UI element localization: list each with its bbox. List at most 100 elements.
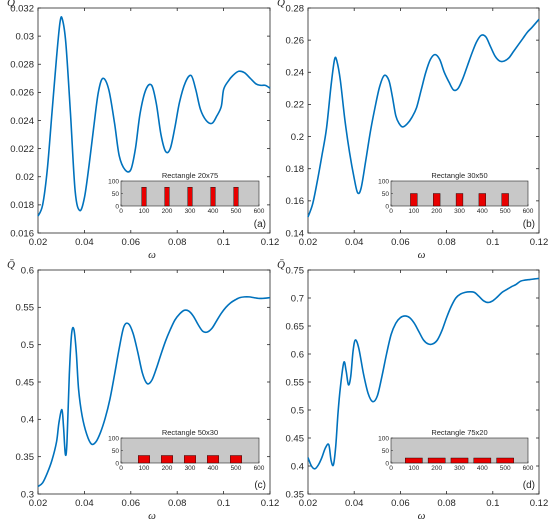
y-tick-label: 0.55 [16,303,35,314]
y-tick-label: 0.24 [286,68,305,79]
inset-x-tick-label: 0 [119,465,123,472]
inset-obstacle [230,455,242,464]
inset-y-tick-label: 100 [378,178,389,185]
inset-obstacle [455,193,464,207]
inset-obstacle [210,187,216,207]
x-tick-label: 0.08 [168,498,187,509]
inset-y-tick-label: 0 [385,460,389,467]
y-tick-label: 0.4 [291,461,304,472]
y-tick-label: 0.022 [10,144,34,155]
y-tick-label: 0.03 [16,31,35,42]
inset-x-tick-label: 100 [408,208,419,215]
y-tick-label: 0.6 [291,349,304,360]
inset-x-tick-label: 300 [185,208,196,215]
inset-title: Rectangle 50x30 [162,428,218,437]
y-tick-label: 0.5 [21,340,34,351]
inset-obstacle [141,187,147,207]
x-tick-label: 0.12 [261,498,280,509]
inset-title: Rectangle 30x50 [431,171,487,180]
inset-y-tick-label: 50 [382,191,390,198]
x-axis-label: ω [148,249,156,261]
y-axis-label: Q̄ [277,0,285,9]
panel-c: 0.02 0.04 0.06 0.08 0.1 0.12 0.3 0.35 0.4 0.45 0.5… [7,259,279,522]
inset-obstacle [164,187,170,207]
inset-x-tick-label: 600 [523,208,534,215]
x-tick-label: 0.02 [29,237,48,248]
inset-y-tick-label: 0 [385,203,389,210]
y-tick-label: 0.14 [286,228,305,239]
x-tick-label: 0.12 [261,237,280,248]
series-line [37,16,271,217]
inset-obstacle [184,455,196,464]
inset: Rectangle 75x20 0 100 200 300 400 500 600 0 50 100 [378,428,534,472]
inset-x-tick-label: 300 [185,465,196,472]
inset-x-tick-label: 500 [500,208,511,215]
x-axis-label: ω [418,510,426,522]
inset-y-tick-label: 100 [108,435,119,442]
inset-x-tick-label: 400 [477,208,488,215]
x-tick-label: 0.08 [437,498,456,509]
inset-obstacle [473,457,492,464]
inset-x-tick-label: 600 [254,465,265,472]
x-tick-label: 0.06 [391,498,410,509]
inset-obstacle [478,193,486,207]
inset-y-tick-label: 50 [382,448,390,455]
inset-obstacle [138,455,150,464]
y-tick-label: 0.5 [291,405,304,416]
x-tick-label: 0.1 [486,498,499,509]
y-tick-label: 0.3 [21,489,34,500]
inset-x-tick-label: 600 [254,208,265,215]
inset-y-tick-label: 100 [378,435,389,442]
x-tick-label: 0.04 [75,498,94,509]
x-tick-label: 0.08 [168,237,187,248]
inset: Rectangle 20x75 0 100 200 300 400 500 600 0 50 100 [108,171,265,215]
x-tick-label: 0.04 [75,237,94,248]
x-axis-label: ω [148,510,156,522]
x-tick-label: 0.02 [299,498,318,509]
inset-obstacle [233,187,239,207]
y-tick-label: 0.024 [10,116,34,127]
y-tick-label: 0.026 [10,88,34,99]
x-tick-label: 0.1 [486,237,499,248]
y-tick-label: 0.55 [286,377,305,388]
y-axis-label: Q̄ [277,259,285,271]
inset-x-tick-label: 0 [389,465,393,472]
x-tick-label: 0.12 [530,498,549,509]
inset-obstacle [187,187,193,207]
y-tick-label: 0.75 [286,265,305,276]
y-tick-label: 0.18 [286,164,305,175]
panel-label: (c) [254,480,266,491]
inset-x-tick-label: 400 [208,465,219,472]
inset-x-tick-label: 500 [231,208,242,215]
inset-x-tick-label: 600 [523,465,534,472]
y-tick-label: 0.2 [291,132,304,143]
series-line [37,295,271,488]
y-tick-label: 0.35 [16,452,35,463]
x-tick-label: 0.04 [345,498,364,509]
inset: Rectangle 30x50 0 100 200 300 400 500 600 0 50 100 [378,171,534,215]
y-tick-label: 0.35 [286,489,305,500]
inset: Rectangle 50x30 0 100 200 300 400 500 600 0 50 100 [108,428,265,472]
inset-x-tick-label: 100 [139,465,150,472]
x-tick-label: 0.06 [122,498,141,509]
y-tick-label: 0.028 [10,60,34,71]
y-tick-label: 0.16 [286,196,305,207]
inset-title: Rectangle 75x20 [431,428,487,437]
x-tick-label: 0.08 [437,237,456,248]
inset-x-tick-label: 500 [231,465,242,472]
inset-x-tick-label: 400 [208,208,219,215]
inset-x-tick-label: 500 [500,465,511,472]
inset-y-tick-label: 0 [115,460,119,467]
y-tick-label: 0.4 [21,415,34,426]
inset-x-tick-label: 200 [162,208,173,215]
inset-y-tick-label: 50 [112,448,120,455]
inset-obstacle [161,455,173,464]
panel-a: 0.02 0.04 0.06 0.08 0.1 0.12 0.016 0.018 0.02 0.0… [7,0,279,261]
inset-x-tick-label: 100 [408,465,419,472]
panel-b: 0.02 0.04 0.06 0.08 0.1 0.12 0.14 0.16 0.18 0.2 0.… [277,0,548,261]
x-tick-label: 0.02 [29,498,48,509]
series-line [307,277,540,470]
inset-x-tick-label: 200 [431,465,442,472]
inset-obstacle [427,457,446,464]
panel-label: (b) [523,219,535,230]
